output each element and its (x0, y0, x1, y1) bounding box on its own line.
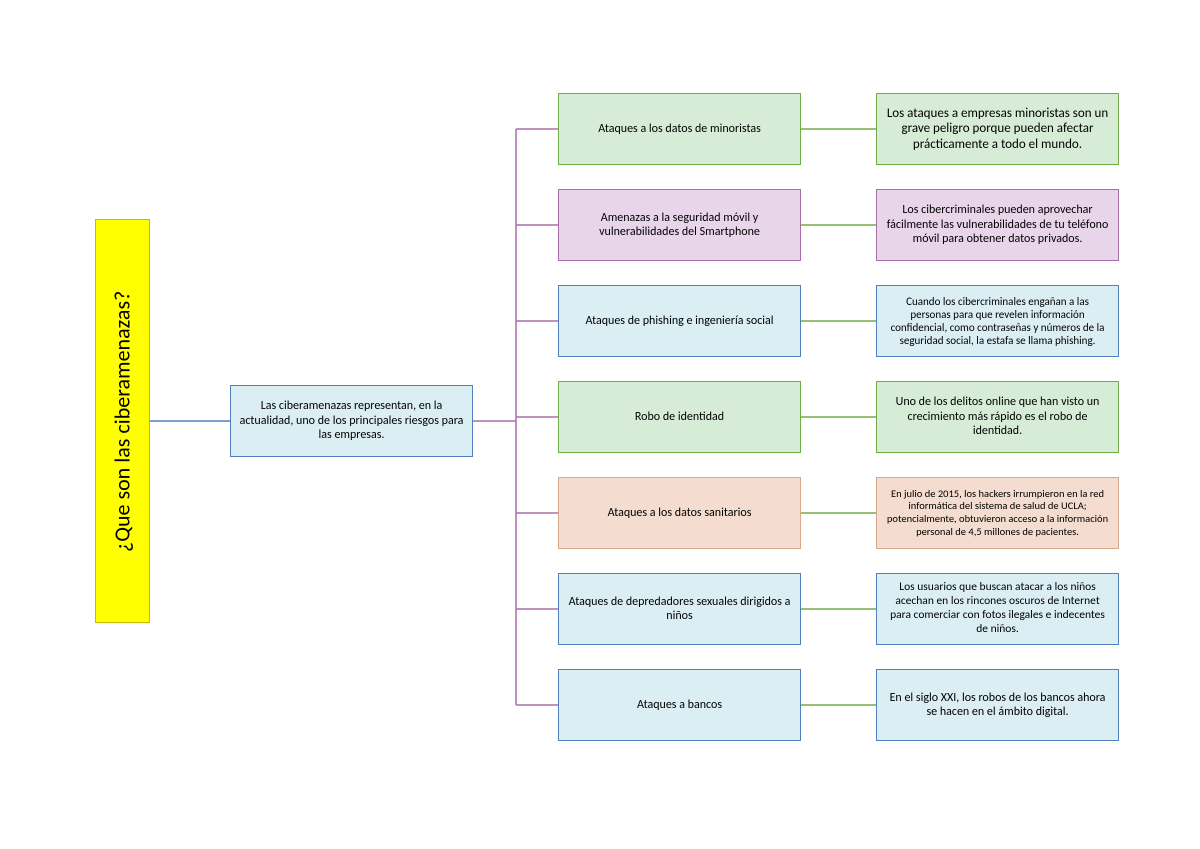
description-node-1: Los cibercriminales pueden aprovechar fá… (876, 189, 1119, 261)
intro-node: Las ciberamenazas representan, en la act… (230, 385, 473, 457)
description-node-2: Cuando los cibercriminales engañan a las… (876, 285, 1119, 357)
description-node-0: Los ataques a empresas minoristas son un… (876, 93, 1119, 165)
category-node-2: Ataques de phishing e ingeniería social (558, 285, 801, 357)
description-node-6: En el siglo XXI, los robos de los bancos… (876, 669, 1119, 741)
description-node-3: Uno de los delitos online que han visto … (876, 381, 1119, 453)
category-node-4: Ataques a los datos sanitarios (558, 477, 801, 549)
category-node-5: Ataques de depredadores sexuales dirigid… (558, 573, 801, 645)
description-node-5: Los usuarios que buscan atacar a los niñ… (876, 573, 1119, 645)
category-node-3: Robo de identidad (558, 381, 801, 453)
root-node: ¿Que son las ciberamenazas? (95, 219, 150, 623)
category-node-0: Ataques a los datos de minoristas (558, 93, 801, 165)
category-node-6: Ataques a bancos (558, 669, 801, 741)
category-node-1: Amenazas a la seguridad móvil y vulnerab… (558, 189, 801, 261)
description-node-4: En julio de 2015, los hackers irrumpiero… (876, 477, 1119, 549)
